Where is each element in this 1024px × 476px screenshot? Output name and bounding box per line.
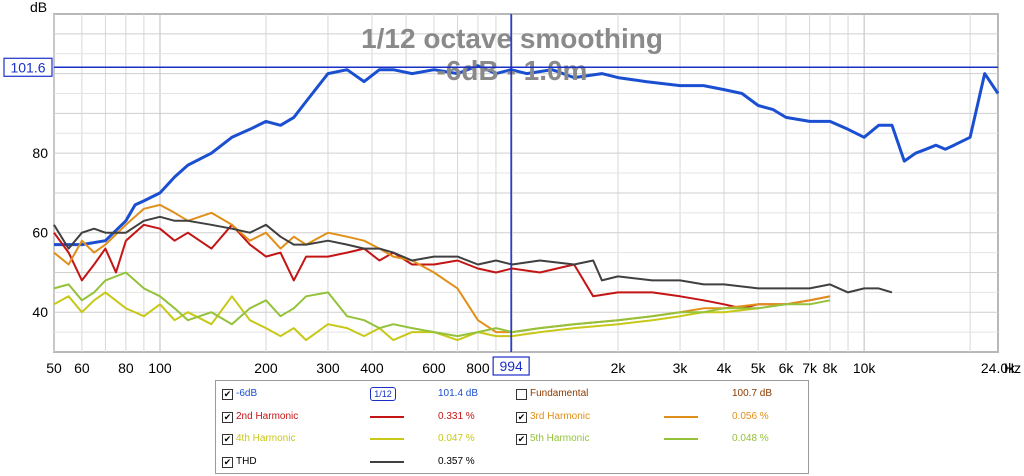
legend-item: ✔ 4th Harmonic 0.047 % [222, 430, 510, 448]
x-tick-label: 24.0k [981, 360, 1016, 376]
legend-item: Fundamental 100.7 dB [516, 385, 804, 403]
chart-subtitle: -6dB - 1.0m [437, 55, 588, 86]
legend-value: 101.4 dB [438, 388, 479, 399]
legend-checkbox[interactable]: ✔ [222, 456, 233, 468]
legend-value: 0.047 % [438, 433, 475, 444]
legend-checkbox[interactable]: ✔ [222, 389, 233, 400]
legend-checkbox[interactable]: ✔ [222, 434, 233, 445]
x-tick-label: 7k [802, 360, 818, 376]
x-tick-label: 50 [46, 360, 62, 376]
series-lines [53, 64, 1000, 342]
y-tick-label: 80 [32, 145, 48, 161]
cursor[interactable]: 101.6 994 [3, 14, 998, 376]
cursor-x-readout-box [492, 356, 530, 376]
legend-item: ✔ THD 0.357 % [222, 453, 510, 471]
legend-value: 0.357 % [438, 455, 475, 467]
legend-item: ✔ 2nd Harmonic 0.331 % [222, 408, 510, 426]
legend-swatch [664, 415, 698, 418]
legend-checkbox[interactable]: ✔ [516, 411, 527, 423]
x-tick-label: 800 [466, 360, 490, 376]
y-tick-label: 40 [32, 304, 48, 320]
y-tick-label: 60 [32, 225, 48, 241]
cursor-x-readout: 994 [499, 358, 523, 374]
x-tick-label: 400 [360, 360, 384, 376]
legend-label: THD [236, 455, 257, 467]
x-tick-label: 80 [118, 360, 134, 376]
legend-label: 2nd Harmonic [236, 410, 299, 422]
legend-label: 4th Harmonic [236, 433, 296, 444]
x-tick-label: 3k [673, 360, 689, 376]
legend-swatch [664, 438, 698, 440]
legend-item: ✔ 5th Harmonic 0.048 % [516, 430, 804, 448]
x-tick-label: 8k [823, 360, 839, 376]
x-tick-label: 60 [74, 360, 90, 376]
legend-value: 0.331 % [438, 410, 475, 422]
legend-swatch [370, 460, 404, 463]
legend-label: 3rd Harmonic [530, 410, 591, 422]
smoothing-icon[interactable]: 1/12 [370, 387, 396, 401]
legend-checkbox[interactable] [516, 389, 527, 400]
plot-area[interactable] [53, 13, 999, 353]
cursor-y-readout-box [3, 57, 53, 77]
legend-label: -6dB [236, 388, 258, 399]
series-line--6db [54, 64, 1000, 247]
series-line-thd [53, 215, 893, 294]
legend-checkbox[interactable]: ✔ [222, 411, 233, 423]
series-line-4th-harmonic [53, 291, 759, 342]
x-tick-label: 300 [316, 360, 340, 376]
x-tick-label: 200 [254, 360, 278, 376]
legend-label: 5th Harmonic [530, 433, 590, 444]
legend-value: 100.7 dB [732, 388, 773, 399]
legend-value: 0.056 % [732, 410, 769, 422]
axis-ticks: 40 60 80 50 60 80 100 200 300 400 600 800 2k 3k 4k 5k 6k… [32, 145, 1016, 376]
x-tick-label: 4k [717, 360, 733, 376]
x-tick-label: 2k [611, 360, 627, 376]
series-line-5th-harmonic [53, 271, 831, 338]
legend-swatch [370, 438, 404, 440]
x-tick-label: 10k [853, 360, 877, 376]
chart-title: 1/12 octave smoothing [361, 23, 663, 54]
legend-item: ✔ -6dB 1/12 101.4 dB [222, 385, 510, 403]
series-line-2nd-harmonic [53, 223, 831, 310]
legend-item: ✔ 3rd Harmonic 0.056 % [516, 408, 804, 426]
frequency-response-chart: 1/12 octave smoothing -6dB - 1.0m 101.6 9… [3, 0, 1021, 376]
legend-swatch [370, 415, 404, 418]
y-axis-label: dB [30, 0, 47, 15]
legend-checkbox[interactable]: ✔ [516, 434, 527, 445]
x-tick-label: 100 [148, 360, 172, 376]
x-axis-label: Hz [1004, 360, 1021, 376]
legend-label: Fundamental [530, 388, 589, 399]
x-tick-label: 5k [751, 360, 767, 376]
legend-value: 0.048 % [732, 433, 769, 444]
cursor-y-readout: 101.6 [10, 59, 45, 75]
x-tick-label: 6k [779, 360, 795, 376]
legend-panel: ✔ -6dB 1/12 101.4 dB Fundamental 100.7 dB ✔ 2nd… [215, 380, 809, 474]
x-tick-label: 600 [422, 360, 446, 376]
